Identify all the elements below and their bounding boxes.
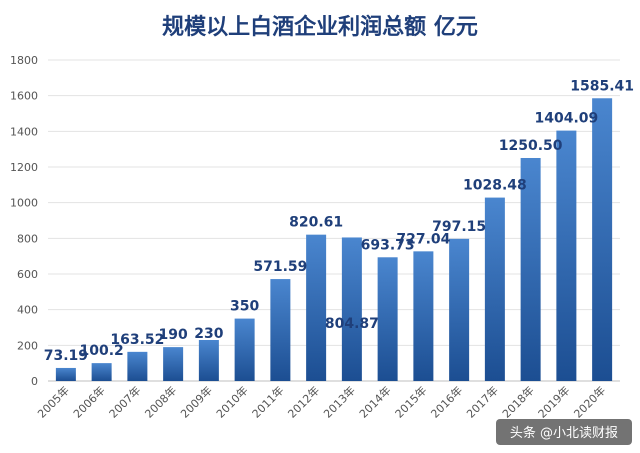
- data-label: 820.61: [289, 215, 343, 231]
- bar-2019年: [556, 130, 577, 381]
- bar-2015年: [413, 251, 434, 381]
- bar-2010年: [234, 318, 255, 381]
- bar-2011年: [270, 279, 291, 381]
- grid-lines: [48, 59, 620, 382]
- watermark-text: 头条 @小北读财报: [510, 425, 618, 441]
- data-label: 163.52: [110, 332, 164, 348]
- x-tick-label: 2011年: [249, 383, 286, 420]
- x-tick-label: 2020年: [571, 383, 608, 420]
- y-tick-label: 1000: [10, 197, 38, 210]
- x-tick-label: 2014年: [356, 383, 393, 420]
- data-label: 727.04: [396, 231, 450, 247]
- y-tick-label: 800: [17, 232, 38, 245]
- y-tick-label: 400: [17, 304, 38, 317]
- y-tick-label: 1400: [10, 125, 38, 138]
- data-label: 230: [194, 326, 223, 342]
- bar-2006年: [91, 363, 112, 381]
- x-tick-label: 2018年: [499, 383, 536, 420]
- x-tick-label: 2010年: [213, 383, 250, 420]
- data-label: 571.59: [253, 259, 307, 275]
- y-tick-label: 600: [17, 268, 38, 281]
- data-label: 100.2: [79, 343, 123, 359]
- data-label: 1028.48: [463, 178, 527, 194]
- y-tick-label: 1800: [10, 54, 38, 67]
- y-tick-label: 1600: [10, 90, 38, 103]
- watermark: 头条 @小北读财报: [496, 419, 632, 445]
- x-tick-label: 2008年: [142, 383, 179, 420]
- x-tick-label: 2006年: [70, 383, 107, 420]
- y-tick-label: 1200: [10, 161, 38, 174]
- x-tick-label: 2019年: [535, 383, 572, 420]
- bar-2013年: [341, 237, 362, 381]
- bar-2014年: [377, 257, 398, 381]
- y-tick-label: 0: [31, 375, 38, 388]
- x-tick-label: 2016年: [428, 383, 465, 420]
- bar-2005年: [55, 367, 76, 381]
- bar-2008年: [163, 347, 184, 381]
- bar-2018年: [520, 157, 541, 381]
- data-label: 1250.50: [499, 138, 563, 154]
- bar-2020年: [592, 98, 613, 381]
- bar-2016年: [449, 238, 470, 381]
- x-axis-ticks: 2005年2006年2007年2008年2009年2010年2011年2012年…: [35, 383, 609, 420]
- x-tick-label: 2017年: [464, 383, 501, 420]
- x-tick-label: 2013年: [321, 383, 358, 420]
- data-label: 797.15: [432, 219, 486, 235]
- y-axis-ticks: 0 200 400 600 800 1000 1200 1400 1600 1800: [10, 54, 38, 388]
- data-label: 190: [159, 327, 188, 343]
- x-tick-label: 2015年: [392, 383, 429, 420]
- watermark-background: [496, 419, 632, 445]
- bar-2007年: [127, 351, 148, 381]
- x-tick-label: 2007年: [106, 383, 143, 420]
- y-tick-label: 200: [17, 339, 38, 352]
- bar-2017年: [484, 197, 505, 381]
- bars: [55, 98, 613, 381]
- chart-title: 规模以上白酒企业利润总额 亿元: [162, 14, 478, 40]
- bar-2012年: [306, 234, 327, 381]
- bar-2009年: [198, 339, 219, 381]
- x-tick-label: 2012年: [285, 383, 322, 420]
- data-label: 693.73: [361, 237, 415, 253]
- data-label: 804.87: [325, 316, 379, 332]
- data-label: 73.19: [44, 348, 88, 364]
- data-label: 1585.41: [570, 78, 634, 94]
- x-tick-label: 2009年: [178, 383, 215, 420]
- data-label: 1404.09: [534, 111, 598, 127]
- x-tick-label: 2005年: [35, 383, 72, 420]
- data-label: 350: [230, 299, 259, 315]
